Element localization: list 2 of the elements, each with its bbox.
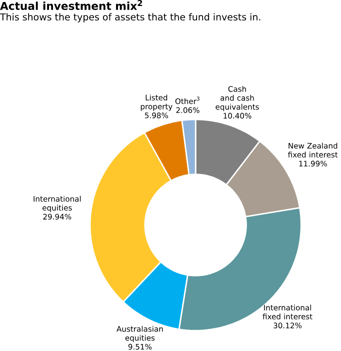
chart-title: Actual investment mix$^{2}$ bbox=[0, 0, 142, 10]
chart-subtitle: This shows the types of assets that the fund invests in. bbox=[0, 13, 260, 22]
